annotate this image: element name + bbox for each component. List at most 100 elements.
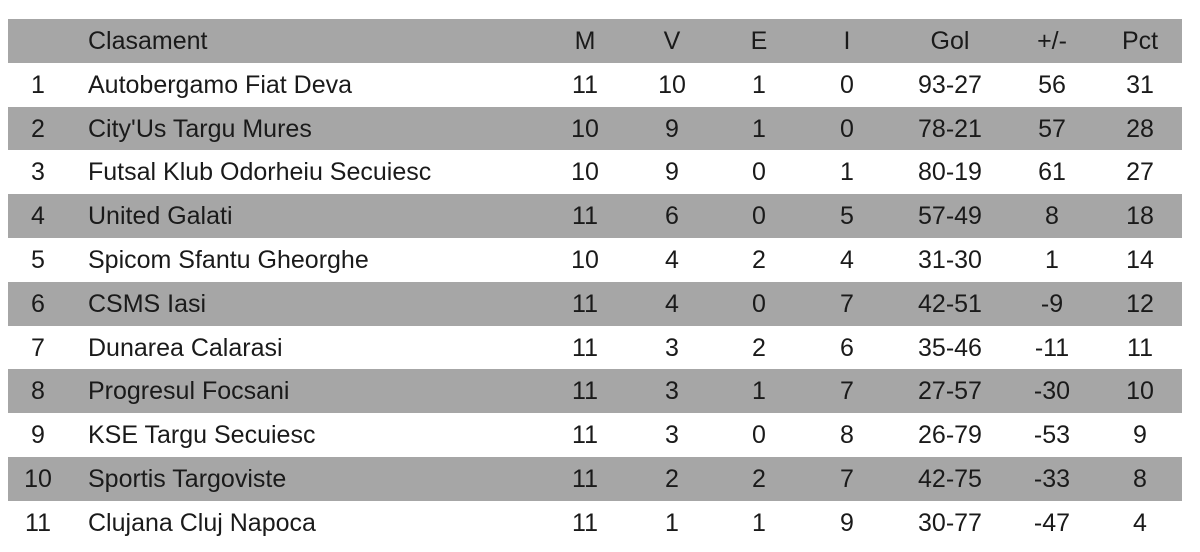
row-cell: 2 bbox=[665, 465, 679, 493]
row-cell: 2 bbox=[752, 465, 766, 493]
row-cell: 11 bbox=[572, 377, 598, 406]
team-name: CSMS Iasi bbox=[88, 289, 207, 318]
row-cell: -33 bbox=[1033, 465, 1071, 493]
row-cell: 7 bbox=[840, 465, 854, 493]
header-cell: I bbox=[843, 27, 851, 55]
row-cell: 18 bbox=[1126, 202, 1154, 231]
row-band bbox=[8, 457, 1182, 501]
row-cell: 78-21 bbox=[918, 114, 982, 143]
row-cell: -47 bbox=[1033, 508, 1071, 537]
row-cell: 9 bbox=[840, 508, 854, 537]
row-cell: 5 bbox=[840, 202, 854, 231]
team-name: Futsal Klub Odorheiu Secuiesc bbox=[88, 158, 432, 187]
team-name: Spicom Sfantu Gheorghe bbox=[88, 246, 369, 274]
row-cell: 11 bbox=[572, 508, 598, 537]
row-cell: 80-19 bbox=[918, 158, 982, 187]
row-cell: 31-30 bbox=[918, 246, 982, 274]
row-cell: 1 bbox=[31, 70, 45, 99]
header-cell: +/- bbox=[1037, 27, 1067, 55]
row-cell: 6 bbox=[665, 202, 679, 231]
row-cell: 4 bbox=[1133, 508, 1147, 537]
row-cell: -9 bbox=[1040, 289, 1064, 318]
row-cell: 8 bbox=[31, 377, 45, 406]
row-cell: 27-57 bbox=[918, 377, 982, 406]
row-band bbox=[8, 281, 1182, 326]
row-cell: 1 bbox=[1045, 246, 1059, 274]
row-cell: 26-79 bbox=[918, 421, 982, 450]
row-cell: 10 bbox=[571, 158, 599, 187]
row-cell: 11 bbox=[572, 421, 598, 450]
row-cell: 11 bbox=[572, 289, 598, 318]
row-band bbox=[8, 369, 1182, 414]
row-cell: -30 bbox=[1033, 377, 1071, 406]
row-cell: 35-46 bbox=[918, 333, 982, 362]
row-cell: 10 bbox=[571, 114, 599, 143]
team-name: Autobergamo Fiat Deva bbox=[88, 70, 353, 99]
row-cell: 4 bbox=[31, 202, 45, 231]
row-cell: 3 bbox=[665, 421, 679, 450]
row-cell: 42-75 bbox=[918, 465, 982, 493]
row-cell: 8 bbox=[1045, 202, 1059, 231]
row-cell: 0 bbox=[752, 158, 766, 187]
row-cell: 3 bbox=[665, 377, 679, 406]
row-cell: 1 bbox=[665, 508, 679, 537]
row-cell: 27 bbox=[1126, 158, 1154, 187]
row-cell: 7 bbox=[840, 377, 854, 406]
row-cell: 14 bbox=[1126, 246, 1154, 274]
row-band bbox=[8, 106, 1182, 151]
row-cell: -11 bbox=[1034, 333, 1070, 362]
row-cell: 2 bbox=[752, 246, 766, 274]
header-band bbox=[8, 19, 1182, 63]
row-cell: 0 bbox=[840, 70, 854, 99]
row-cell: 11 bbox=[1127, 333, 1153, 362]
row-cell: 61 bbox=[1038, 158, 1066, 187]
row-cell: 0 bbox=[752, 202, 766, 231]
row-cell: 28 bbox=[1126, 114, 1154, 143]
row-cell: 7 bbox=[840, 289, 854, 318]
row-cell: 1 bbox=[840, 158, 854, 187]
row-cell: 2 bbox=[31, 114, 45, 143]
row-cell: 2 bbox=[752, 333, 766, 362]
row-cell: 7 bbox=[31, 333, 45, 362]
header-cell: M bbox=[574, 27, 596, 55]
row-cell: 57 bbox=[1038, 114, 1066, 143]
row-cell: 4 bbox=[840, 246, 854, 274]
header-cell: V bbox=[663, 27, 681, 55]
header-cell: E bbox=[750, 27, 768, 55]
row-cell: 11 bbox=[572, 70, 598, 99]
row-cell: 57-49 bbox=[918, 202, 982, 231]
team-name: Clujana Cluj Napoca bbox=[88, 508, 316, 537]
row-cell: 56 bbox=[1038, 70, 1066, 99]
row-cell: 30-77 bbox=[918, 508, 982, 537]
row-cell: 0 bbox=[752, 289, 766, 318]
row-cell: 11 bbox=[572, 465, 598, 493]
row-cell: 9 bbox=[665, 158, 679, 187]
row-cell: 42-51 bbox=[918, 289, 982, 318]
row-band bbox=[8, 194, 1182, 238]
row-cell: 1 bbox=[752, 508, 766, 537]
row-cell: -53 bbox=[1033, 421, 1071, 450]
team-name: United Galati bbox=[88, 202, 233, 231]
row-cell: 0 bbox=[752, 421, 766, 450]
header-cell: Clasament bbox=[88, 27, 208, 55]
row-cell: 10 bbox=[24, 465, 52, 493]
row-cell: 10 bbox=[1126, 377, 1154, 406]
header-cell: Pct bbox=[1121, 27, 1159, 55]
team-name: Progresul Focsani bbox=[88, 377, 290, 406]
row-cell: 11 bbox=[572, 202, 598, 231]
team-name: City'Us Targu Mures bbox=[88, 114, 312, 143]
team-name: Sportis Targoviste bbox=[88, 465, 287, 493]
row-cell: 11 bbox=[572, 333, 598, 362]
team-name: KSE Targu Secuiesc bbox=[88, 421, 316, 450]
row-cell: 9 bbox=[665, 114, 679, 143]
row-cell: 8 bbox=[840, 421, 854, 450]
row-cell: 1 bbox=[752, 377, 766, 406]
row-cell: 3 bbox=[665, 333, 679, 362]
row-cell: 10 bbox=[571, 246, 599, 274]
row-cell: 12 bbox=[1126, 289, 1154, 318]
row-cell: 9 bbox=[31, 421, 45, 450]
team-name: Dunarea Calarasi bbox=[88, 333, 283, 362]
row-cell: 1 bbox=[752, 70, 766, 99]
row-cell: 5 bbox=[31, 246, 45, 274]
